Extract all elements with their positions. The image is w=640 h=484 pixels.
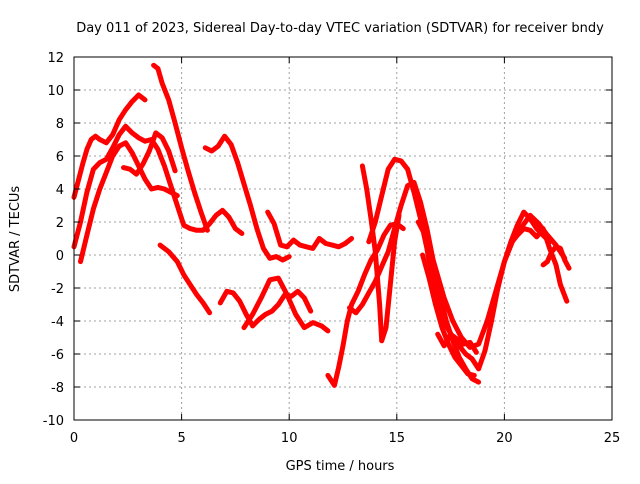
- y-tick-label: 8: [56, 117, 64, 132]
- data-series: [71, 62, 572, 388]
- y-tick-label: -6: [51, 348, 64, 363]
- y-tick-label: 6: [56, 150, 64, 165]
- series-arc-7: [202, 133, 292, 263]
- x-tick-label: 0: [70, 431, 78, 446]
- series-arc-18: [508, 226, 570, 304]
- series-arc-12: [359, 163, 402, 344]
- series-arc-14: [347, 179, 482, 385]
- series-arc-5: [151, 62, 210, 233]
- series-arc-11: [325, 221, 406, 388]
- x-tick-label: 10: [281, 431, 298, 446]
- series-arc-8: [217, 288, 314, 329]
- series-arc-19: [540, 244, 572, 271]
- series-arc-16: [415, 212, 568, 350]
- series-arc-9: [241, 275, 331, 334]
- x-tick-label: 5: [177, 431, 185, 446]
- y-tick-label: 4: [56, 183, 64, 198]
- y-tick-label: 12: [47, 51, 64, 66]
- series-arc-13: [366, 156, 553, 372]
- grid-lines: [74, 57, 612, 420]
- y-tick-label: 0: [56, 249, 64, 264]
- y-axis-label: SDTVAR / TECUs: [8, 186, 23, 293]
- axis-ticks: 0 5 10 15 20 25 -10 -8 -6 -4 -2 0 2 4 6 8 10 12: [43, 51, 621, 446]
- x-tick-label: 15: [389, 431, 406, 446]
- plot-frame: [73, 56, 613, 421]
- x-tick-label: 25: [604, 431, 621, 446]
- x-axis-label: GPS time / hours: [286, 459, 395, 474]
- series-arc-1: [71, 92, 148, 200]
- y-tick-label: -10: [43, 414, 64, 429]
- series-arc-10: [265, 209, 355, 251]
- series-arc-3: [78, 140, 180, 265]
- chart-title: Day 011 of 2023, Sidereal Day-to-day VTE…: [76, 21, 604, 36]
- y-tick-label: 2: [56, 216, 64, 231]
- y-tick-label: -8: [51, 381, 64, 396]
- y-tick-label: -2: [51, 282, 64, 297]
- y-tick-label: -4: [51, 315, 64, 330]
- series-arc-6: [157, 242, 213, 316]
- series-arc-4: [121, 130, 178, 177]
- x-tick-label: 20: [496, 431, 513, 446]
- series-arc-17: [435, 331, 479, 355]
- series-arc-2: [71, 123, 245, 250]
- series-arc-15: [420, 252, 477, 378]
- y-tick-label: 10: [47, 84, 64, 99]
